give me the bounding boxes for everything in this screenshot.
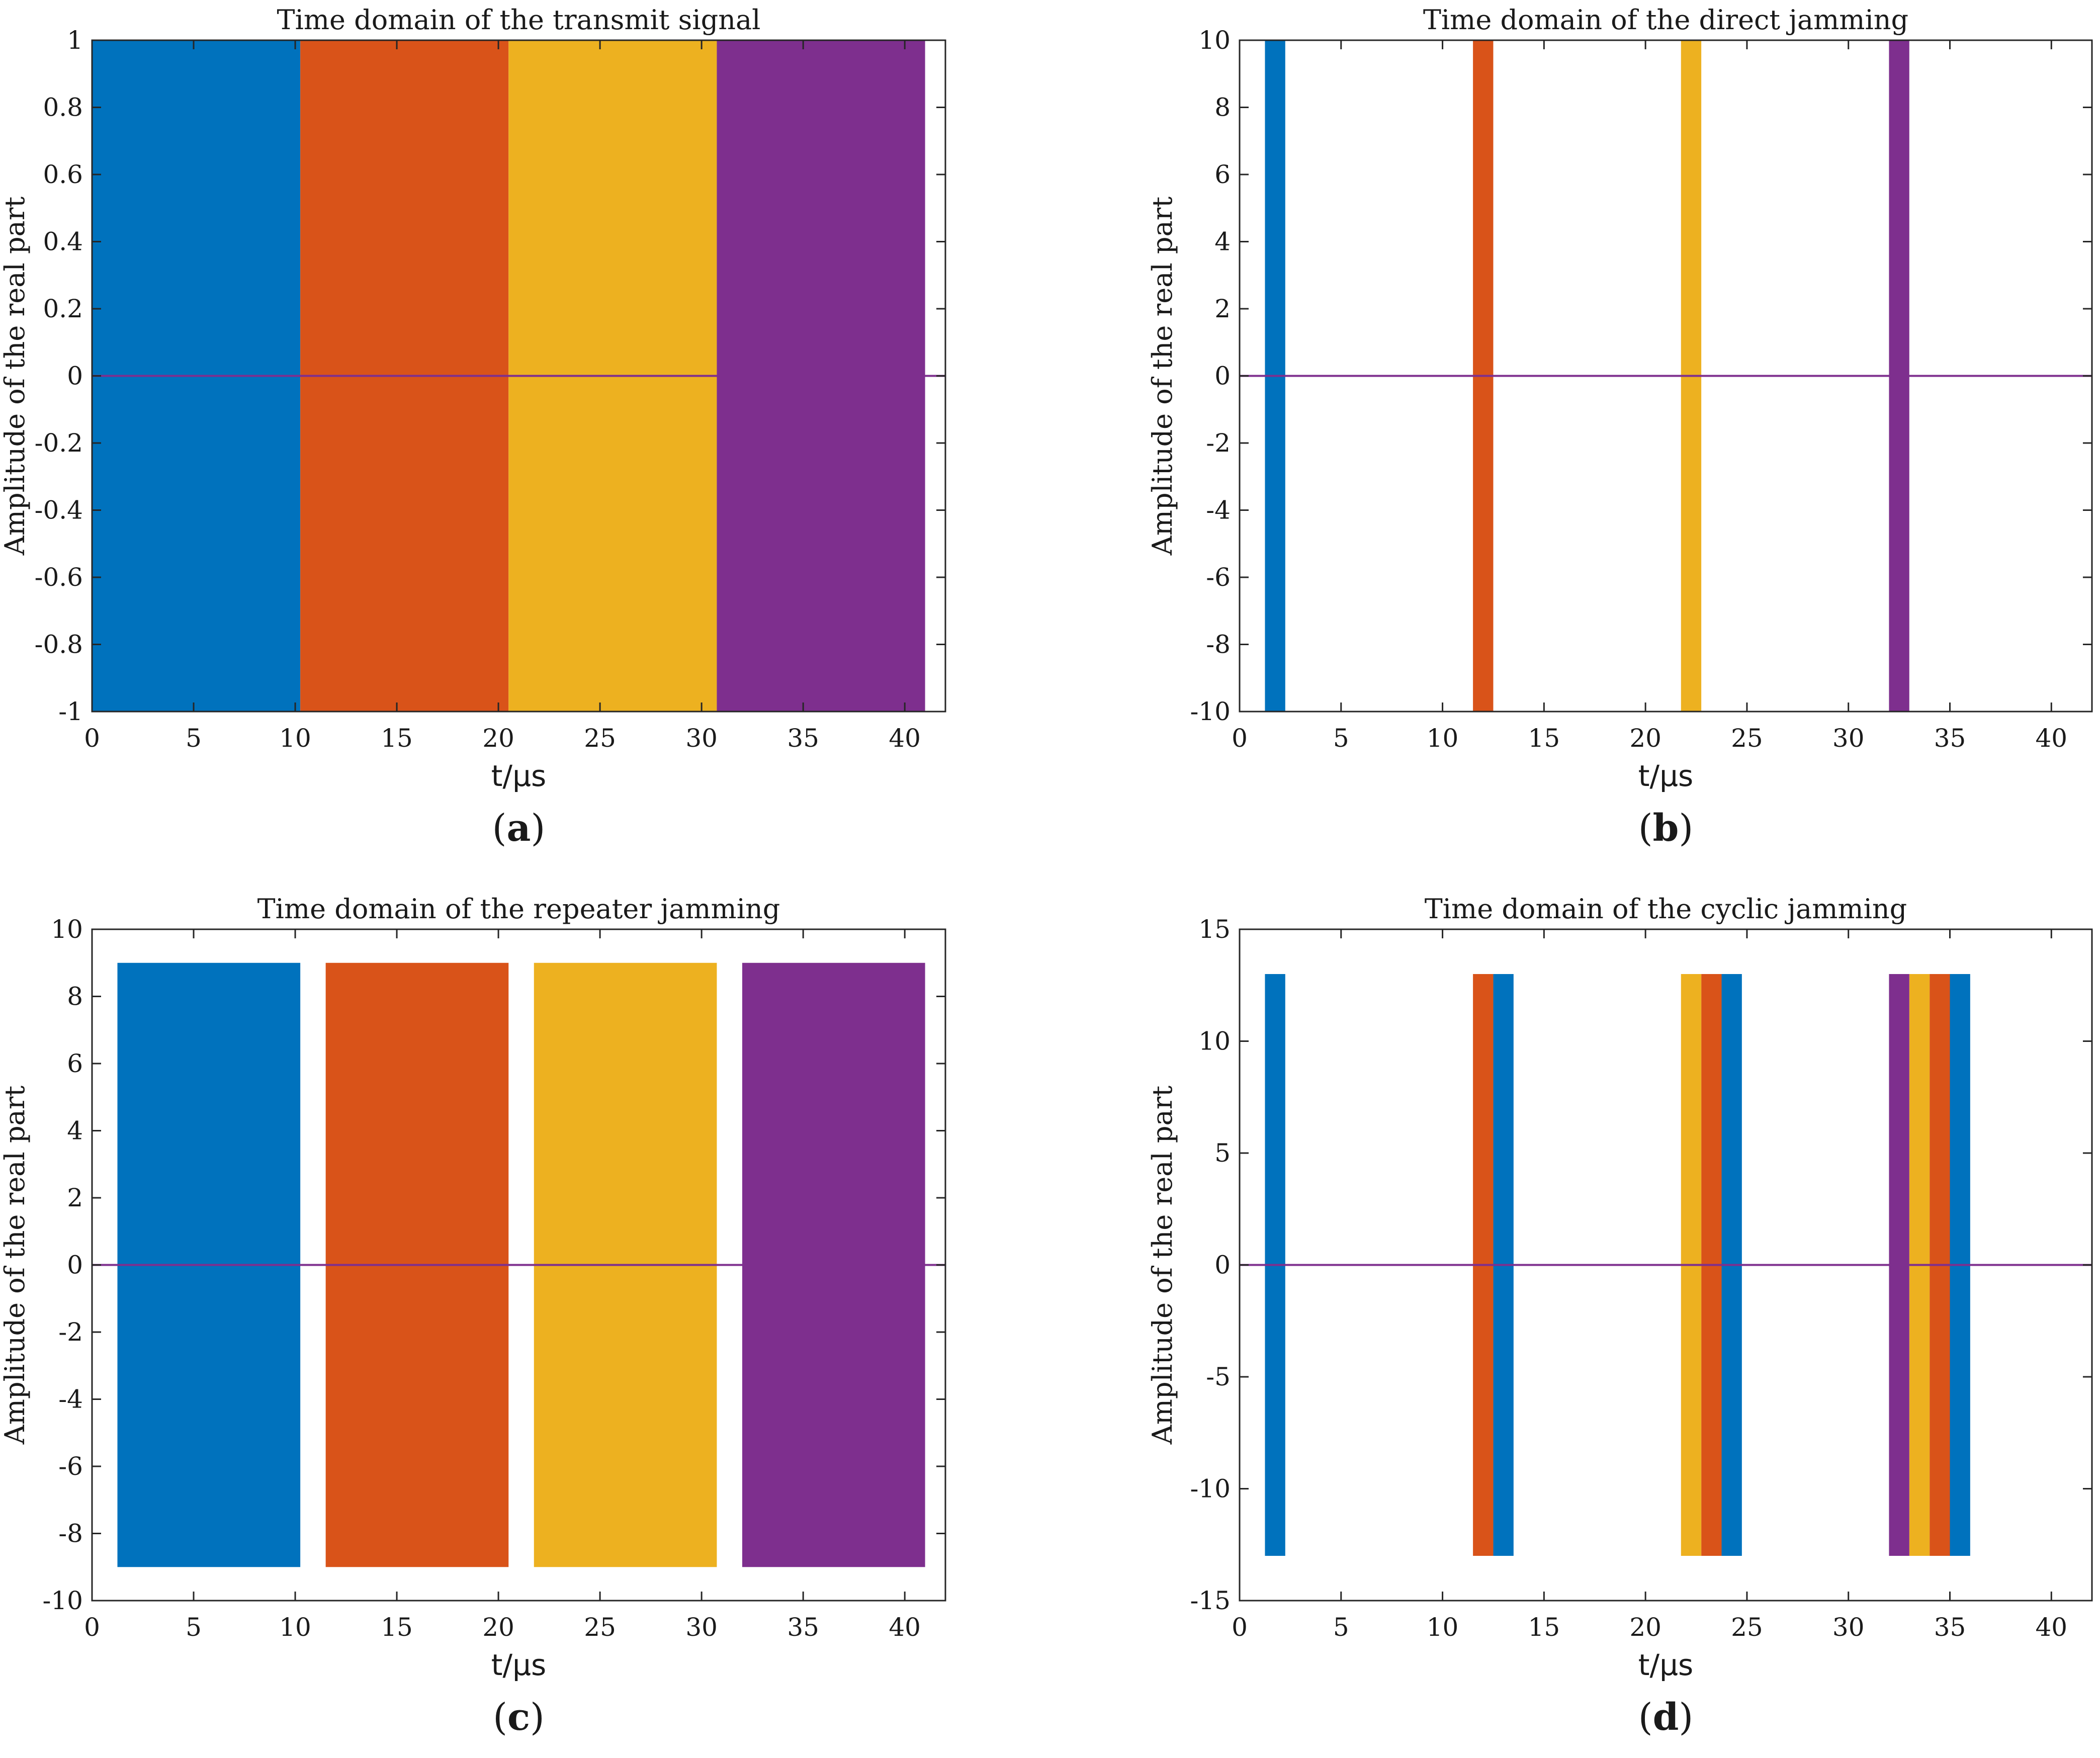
x-tick-label: 25 [584, 724, 616, 753]
x-tick-label: 10 [279, 1613, 311, 1642]
x-axis-label: t/μs [491, 759, 546, 793]
x-tick-label: 5 [186, 1613, 202, 1642]
y-tick-label: 2 [67, 1183, 83, 1212]
y-tick-label: -2 [1206, 428, 1231, 458]
x-tick-label: 40 [889, 1613, 921, 1642]
x-tick-label: 15 [381, 1613, 413, 1642]
x-tick-label: 25 [1731, 724, 1763, 753]
panel-caption: (c) [493, 1696, 545, 1739]
x-tick-label: 20 [1629, 1613, 1661, 1642]
x-tick-label: 35 [787, 1613, 819, 1642]
x-tick-label: 35 [787, 724, 819, 753]
panel-caption: (a) [492, 807, 546, 850]
y-tick-label: 4 [1214, 227, 1231, 256]
x-tick-label: 20 [1629, 724, 1661, 753]
y-tick-label: -10 [1190, 697, 1231, 726]
y-tick-label: 0.6 [43, 160, 83, 189]
y-tick-label: -6 [58, 1452, 83, 1481]
chart-title: Time domain of the direct jamming [1423, 4, 1908, 36]
y-tick-label: 5 [1214, 1138, 1231, 1168]
x-tick-label: 0 [84, 1613, 100, 1642]
x-tick-label: 15 [1528, 1613, 1560, 1642]
panel-caption: (d) [1638, 1696, 1694, 1739]
x-tick-label: 15 [1528, 724, 1560, 753]
y-tick-label: 10 [1198, 1027, 1231, 1056]
y-tick-label: 0 [1214, 1251, 1231, 1280]
x-tick-label: 20 [482, 1613, 514, 1642]
y-tick-label: -10 [1190, 1474, 1231, 1504]
x-tick-label: 30 [685, 724, 718, 753]
x-tick-label: 25 [584, 1613, 616, 1642]
chart-panel-d: 0 5 10 15 20 25 30 35 40 -15 -10 -5 0 5 10 15 Time domai… [1147, 893, 2093, 1739]
y-tick-label: -10 [42, 1586, 83, 1615]
x-tick-label: 0 [1232, 1613, 1248, 1642]
x-axis-label: t/μs [1638, 1648, 1693, 1682]
y-tick-label: 8 [1214, 93, 1231, 122]
y-tick-label: -0.4 [35, 496, 83, 525]
y-tick-label: -2 [58, 1317, 83, 1347]
y-axis-label: Amplitude of the real part [0, 1085, 31, 1445]
x-tick-label: 5 [1333, 724, 1349, 753]
x-tick-label: 20 [482, 724, 514, 753]
y-tick-label: 0 [67, 1251, 83, 1280]
x-tick-label: 10 [279, 724, 311, 753]
y-tick-label: -4 [58, 1385, 83, 1414]
y-tick-label: -8 [1206, 630, 1231, 659]
y-tick-label: 0.8 [43, 93, 83, 122]
chart-panel-b: 0 5 10 15 20 25 30 35 40 -10 -8 -6 -4 -2 0 2 4 6 8 10 Time d… [1147, 4, 2093, 850]
chart-panel-a: 0 5 10 15 20 25 30 35 40 -1 -0.8 -0.6 -0.4 -0.2 0 0.2 0.… [0, 4, 946, 850]
y-axis-label: Amplitude of the real part [1147, 1085, 1178, 1445]
x-tick-label: 10 [1427, 724, 1459, 753]
y-tick-label: 2 [1214, 294, 1231, 323]
y-tick-label: 6 [67, 1049, 83, 1078]
y-tick-label: -0.8 [35, 630, 83, 659]
x-tick-label: 15 [381, 724, 413, 753]
y-tick-label: 10 [1198, 26, 1231, 55]
y-tick-label: -1 [58, 697, 83, 726]
x-tick-label: 5 [186, 724, 202, 753]
x-tick-label: 35 [1934, 724, 1966, 753]
y-tick-label: -15 [1190, 1586, 1231, 1615]
y-tick-label: 0.2 [43, 294, 83, 323]
y-tick-label: 10 [51, 915, 83, 944]
x-tick-label: 30 [1832, 1613, 1865, 1642]
y-tick-label: -0.6 [35, 563, 83, 592]
y-tick-label: 6 [1214, 160, 1231, 189]
x-tick-label: 30 [1832, 724, 1865, 753]
x-tick-label: 40 [2035, 1613, 2067, 1642]
y-tick-label: -4 [1206, 496, 1231, 525]
x-tick-label: 40 [889, 724, 921, 753]
y-tick-label: 0 [67, 362, 83, 391]
x-tick-label: 30 [685, 1613, 718, 1642]
x-tick-label: 25 [1731, 1613, 1763, 1642]
y-tick-label: 1 [67, 26, 83, 55]
y-tick-label: -0.2 [35, 428, 83, 458]
y-tick-label: -8 [58, 1519, 83, 1548]
y-tick-label: 8 [67, 982, 83, 1011]
x-axis-label: t/μs [491, 1648, 546, 1682]
x-axis-label: t/μs [1638, 759, 1693, 793]
chart-title: Time domain of the cyclic jamming [1425, 893, 1907, 925]
x-tick-label: 35 [1934, 1613, 1966, 1642]
x-tick-label: 5 [1333, 1613, 1349, 1642]
chart-title: Time domain of the repeater jamming [257, 893, 780, 925]
x-tick-label: 10 [1427, 1613, 1459, 1642]
y-tick-label: -6 [1206, 563, 1231, 592]
chart-panel-c: 0 5 10 15 20 25 30 35 40 -10 -8 -6 -4 -2 0 2 4 6 8 10 Time d… [0, 893, 946, 1739]
y-tick-label: 15 [1198, 915, 1231, 944]
y-tick-label: 0 [1214, 362, 1231, 391]
panel-caption: (b) [1638, 807, 1694, 850]
chart-title: Time domain of the transmit signal [277, 4, 761, 36]
x-tick-label: 0 [84, 724, 100, 753]
y-axis-label: Amplitude of the real part [1147, 196, 1178, 556]
y-tick-label: 4 [67, 1116, 83, 1146]
y-tick-label: -5 [1206, 1362, 1231, 1391]
y-axis-label: Amplitude of the real part [0, 196, 31, 556]
x-tick-label: 40 [2035, 724, 2067, 753]
y-tick-label: 0.4 [43, 227, 83, 256]
x-tick-label: 0 [1232, 724, 1248, 753]
